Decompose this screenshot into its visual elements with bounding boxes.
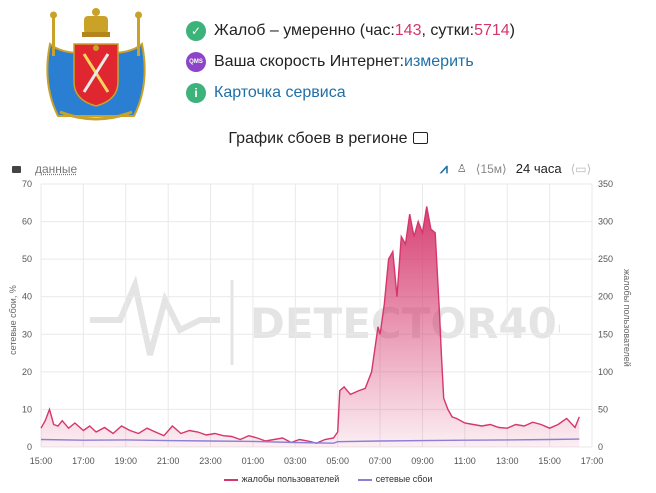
- y-axis-label-right: жалобы пользователей: [622, 269, 632, 367]
- complaints-prefix: Жалоб – умеренно (час:: [214, 22, 395, 39]
- x-tick-label: 07:00: [369, 456, 392, 466]
- data-link[interactable]: данные: [35, 162, 78, 176]
- complaints-series-line: [40, 206, 580, 444]
- left-tick-label: 60: [22, 217, 32, 227]
- info-icon: i: [186, 83, 206, 103]
- legend-swatch-complaints: [223, 478, 238, 481]
- left-tick-label: 10: [22, 404, 32, 414]
- chart-toolbar-left: данные: [12, 162, 77, 176]
- x-tick-label: 01:00: [242, 456, 265, 466]
- speed-test-link[interactable]: измерить: [404, 53, 474, 70]
- right-tick-label: 350: [598, 179, 613, 189]
- x-tick-label: 03:00: [284, 456, 307, 466]
- right-tick-label: 250: [598, 254, 613, 264]
- qms-badge-icon: QMS: [186, 52, 206, 72]
- x-tick-label: 05:00: [326, 456, 349, 466]
- right-axis-ticks: 0 50 100 150 200 250 300 350: [598, 179, 613, 452]
- chart-title: График сбоев в регионе: [228, 130, 408, 147]
- left-tick-label: 30: [22, 329, 32, 339]
- check-circle-icon: ✓: [186, 21, 206, 41]
- x-tick-label: 17:00: [72, 456, 95, 466]
- network-series-line: [40, 438, 580, 444]
- complaints-day-value: 5714: [474, 22, 510, 39]
- right-tick-label: 200: [598, 292, 613, 302]
- right-tick-label: 0: [598, 442, 603, 452]
- service-card-row: i Карточка сервиса: [186, 80, 515, 106]
- left-tick-label: 50: [22, 254, 32, 264]
- left-axis-ticks: 0 10 20 30 40 50 60 70: [22, 179, 32, 452]
- chart-mode-icon[interactable]: ⩘: [440, 160, 448, 176]
- tv-icon[interactable]: [412, 132, 428, 144]
- calendar-icon[interactable]: ⟨▭⟩: [570, 161, 592, 176]
- complaints-separator: , сутки:: [421, 22, 475, 39]
- complaints-suffix: ): [509, 22, 515, 39]
- x-tick-label: 11:00: [454, 456, 476, 466]
- x-tick-label: 23:00: [199, 456, 222, 466]
- legend-swatch-network: [357, 478, 372, 481]
- grid-lines: [40, 183, 593, 448]
- coat-of-arms-logo: [46, 8, 146, 121]
- status-list: ✓ Жалоб – умеренно (час: 143, сутки: 571…: [186, 18, 515, 111]
- chart-title-row: График сбоев в регионе: [0, 130, 656, 148]
- legend-network[interactable]: сетевые сбои: [357, 474, 433, 484]
- x-tick-label: 21:00: [157, 456, 180, 466]
- speed-test-row: QMS Ваша скорость Интернет: измерить: [186, 49, 515, 75]
- y-axis-label-left: сетевые сбои, %: [8, 285, 18, 355]
- right-tick-label: 100: [598, 367, 613, 377]
- left-tick-label: 70: [22, 179, 32, 189]
- x-tick-label: 17:00: [581, 456, 604, 466]
- user-icon[interactable]: ♙: [456, 163, 467, 175]
- x-axis-ticks: 15:00 17:00 19:00 21:00 23:00 01:00 03:00 05:00…: [30, 456, 604, 466]
- left-tick-label: 40: [22, 292, 32, 302]
- complaints-area: [41, 206, 580, 447]
- right-tick-label: 300: [598, 217, 613, 227]
- left-tick-label: 0: [27, 442, 32, 452]
- left-tick-label: 20: [22, 367, 32, 377]
- right-tick-label: 50: [598, 404, 608, 414]
- camera-icon[interactable]: [12, 165, 21, 173]
- x-tick-label: 09:00: [411, 456, 434, 466]
- right-tick-label: 150: [598, 329, 613, 339]
- legend-label-complaints: жалобы пользователей: [241, 474, 340, 484]
- service-card-link[interactable]: Карточка сервиса: [214, 84, 346, 101]
- x-tick-label: 19:00: [115, 456, 138, 466]
- range-24h-button[interactable]: 24 часа: [515, 161, 562, 176]
- range-15m-button[interactable]: ⟨15м⟩: [475, 161, 507, 176]
- speed-label: Ваша скорость Интернет:: [214, 53, 404, 70]
- x-tick-label: 15:00: [538, 456, 561, 466]
- x-tick-label: 13:00: [496, 456, 519, 466]
- legend-complaints[interactable]: жалобы пользователей: [223, 474, 340, 484]
- complaints-status: ✓ Жалоб – умеренно (час: 143, сутки: 571…: [186, 18, 515, 44]
- complaints-hour-value: 143: [394, 22, 422, 39]
- x-tick-label: 15:00: [30, 456, 53, 466]
- chart-legend: жалобы пользователей сетевые сбои: [0, 474, 656, 484]
- chart-toolbar-right: ⩘ ♙ ⟨15м⟩ 24 часа ⟨▭⟩: [440, 160, 591, 177]
- legend-label-network: сетевые сбои: [375, 474, 433, 484]
